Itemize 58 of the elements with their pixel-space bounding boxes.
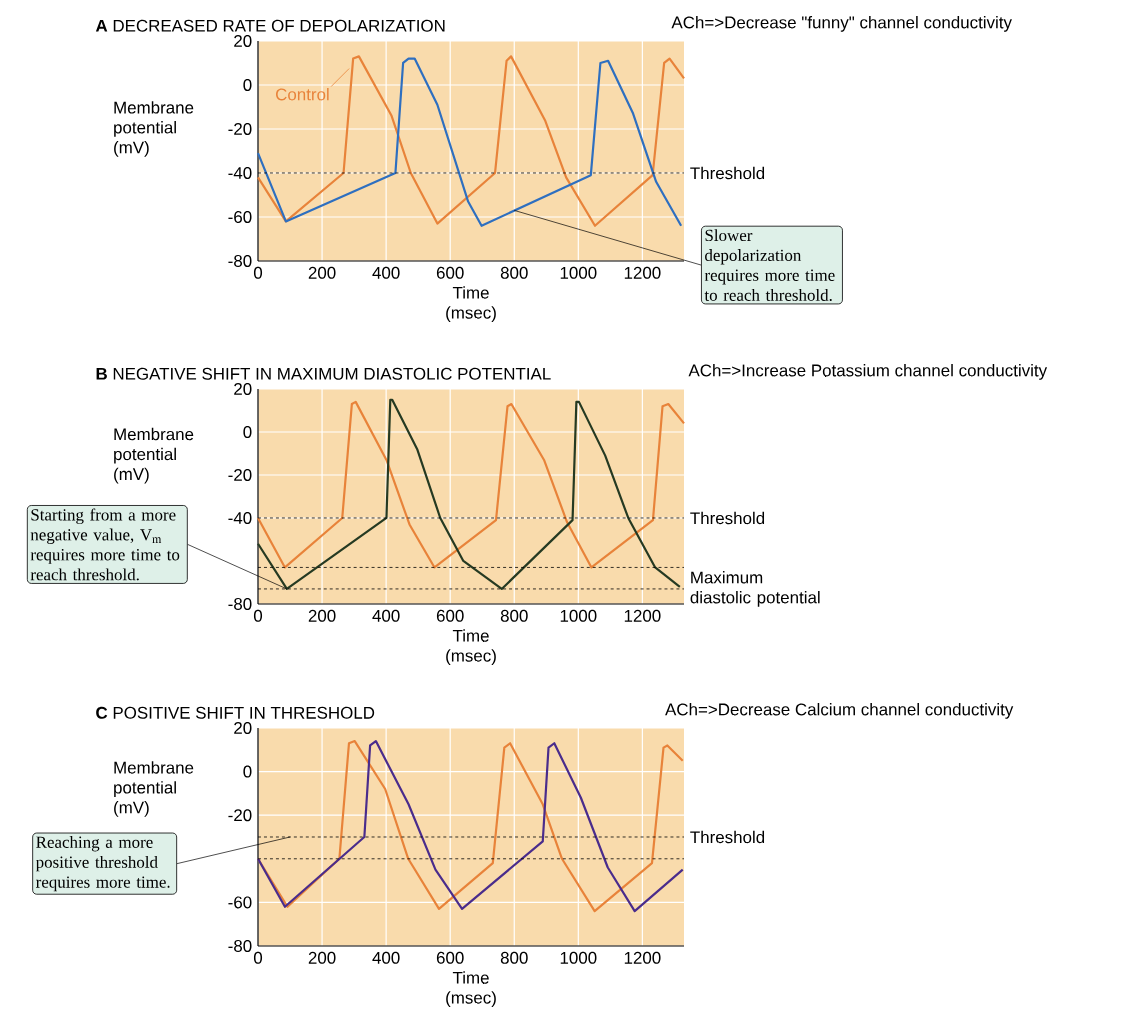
chart-title: C POSITIVE SHIFT IN THRESHOLD <box>96 706 375 719</box>
x-tick-label: 200 <box>308 609 336 622</box>
line-series <box>256 739 684 913</box>
legend-label: Control <box>276 87 329 101</box>
x-tick-label: 1000 <box>560 609 597 622</box>
text: ACh=>Increase Potassium channel conductivity <box>688 364 1048 380</box>
text: ACh=>Decrease Calcium channel conductivity <box>665 703 1014 719</box>
x-tick-label: 800 <box>500 609 528 622</box>
x-tick-label: 600 <box>436 609 464 622</box>
ref-line-label: Maximum diastolic potential <box>690 571 820 607</box>
x-tick-label: 800 <box>500 951 528 964</box>
y-tick-label: -80 <box>228 254 252 267</box>
y-tick-label: 20 <box>234 721 252 734</box>
y-tick-label: 0 <box>243 425 252 438</box>
x-axis-title: Time (msec) <box>446 286 496 322</box>
x-tick-label: 1000 <box>560 266 597 279</box>
y-tick-label: -40 <box>228 166 252 179</box>
ref-line-label: Threshold <box>690 511 765 525</box>
y-tick-label: -60 <box>228 210 252 223</box>
chart-title: B NEGATIVE SHIFT IN MAXIMUM DIASTOLIC POTENTIAL <box>96 367 551 380</box>
x-axis-title: Time (msec) <box>446 971 496 1008</box>
y-tick-label: -20 <box>228 468 252 481</box>
x-tick-label: 600 <box>436 951 464 964</box>
annotation: Slower depolarization requires more time to reach threshold. <box>704 229 835 301</box>
y-tick-label: -40 <box>228 511 252 524</box>
y-axis-title: Membrane potential (mV) <box>114 101 194 157</box>
x-tick-label: 1200 <box>624 266 661 279</box>
y-tick-label: -20 <box>228 122 252 135</box>
x-tick-label: 400 <box>372 266 400 279</box>
x-tick-label: 0 <box>253 951 263 964</box>
y-axis-title: Membrane potential (mV) <box>114 761 194 817</box>
y-axis-title: Membrane potential (mV) <box>114 427 194 484</box>
chart-title: A DECREASED RATE OF DEPOLARIZATION <box>95 19 445 32</box>
x-tick-label: 1200 <box>624 951 661 964</box>
x-tick-label: 1000 <box>560 951 597 964</box>
y-tick-label: -80 <box>228 939 252 952</box>
x-axis-title: Time (msec) <box>446 629 496 665</box>
x-tick-label: 800 <box>500 266 528 279</box>
x-tick-label: 0 <box>253 609 263 622</box>
y-tick-label: 0 <box>243 78 252 91</box>
y-tick-label: 20 <box>234 382 252 395</box>
annotation: Reaching a more positive threshold requires more time. <box>35 836 170 892</box>
x-tick-label: 1200 <box>624 609 661 622</box>
y-tick-label: -80 <box>228 597 252 610</box>
x-tick-label: 200 <box>308 266 336 279</box>
y-tick-label: -20 <box>228 809 252 822</box>
y-tick-label: -60 <box>228 896 252 909</box>
ref-line-label: Threshold <box>690 166 765 180</box>
ref-line-label: Threshold <box>690 830 765 844</box>
x-tick-label: 0 <box>253 266 263 279</box>
annotation: Starting from a more negative value, V$_{m}$ requires more time to reach threshold. <box>30 508 180 581</box>
x-tick-label: 400 <box>372 609 400 622</box>
text: ACh=>Decrease "funny" channel conductivity <box>671 16 1012 32</box>
y-tick-label: 0 <box>243 765 252 778</box>
x-tick-label: 400 <box>372 951 400 964</box>
x-tick-label: 600 <box>436 266 464 279</box>
x-tick-label: 200 <box>308 951 336 964</box>
y-tick-label: 20 <box>234 34 252 47</box>
